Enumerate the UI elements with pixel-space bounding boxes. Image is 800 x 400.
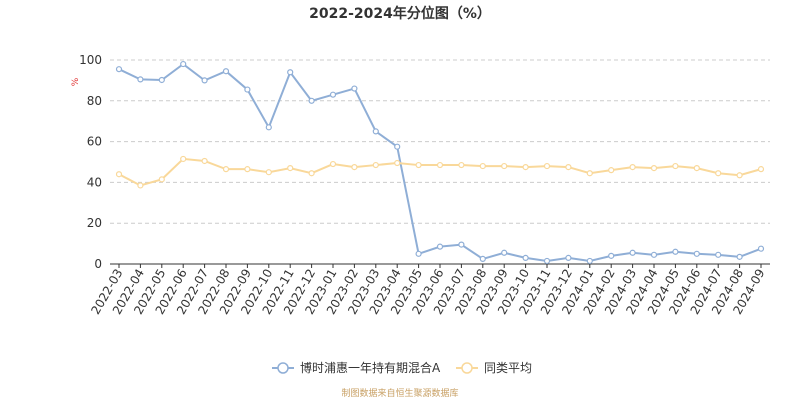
series-0-point-2022-11: [287, 69, 294, 76]
series-1-point-2024-01: [586, 170, 593, 177]
legend-item-1[interactable]: 同类平均: [456, 361, 532, 375]
series-0-point-2024-03: [629, 249, 636, 256]
series-1-point-2022-06: [180, 155, 187, 163]
series-0-point-2023-11: [543, 257, 551, 265]
series-1-point-2022-12: [308, 170, 315, 177]
chart-title: 2022-2024年分位图（%）: [309, 5, 491, 22]
series-1-point-2024-05: [672, 162, 679, 170]
series-1-point-2024-06: [693, 165, 700, 172]
series-1-point-2022-04: [137, 182, 144, 189]
series-1-point-2023-06: [436, 161, 444, 169]
series-0-point-2022-08: [222, 68, 230, 75]
series-1-point-2022-09: [244, 166, 251, 173]
series-1-point-2023-04: [394, 159, 401, 167]
series-0-point-2024-09: [757, 245, 765, 252]
series-1-point-2023-03: [372, 161, 379, 169]
data-source-note: 制图数据来自恒生聚源数据库: [341, 387, 458, 399]
series-0-point-2024-05: [672, 248, 679, 255]
series-1-point-2023-12: [565, 164, 572, 171]
series-0-point-2023-02: [351, 85, 358, 92]
series-0-point-2024-04: [650, 251, 658, 258]
series-1-point-2024-07: [715, 170, 722, 177]
series-0-point-2023-01: [329, 91, 337, 98]
series-1-point-2024-04: [650, 165, 658, 172]
y-tick-label-20: 20: [87, 216, 102, 230]
series-0-point-2022-03: [115, 66, 123, 73]
y-tick-label-100: 100: [79, 53, 102, 67]
y-unit-label: %: [71, 77, 81, 86]
series-0-point-2022-10: [265, 124, 272, 131]
series-1-point-2023-08: [479, 162, 486, 170]
y-tick-label-0: 0: [94, 257, 102, 271]
series-0-point-2023-08: [479, 255, 486, 262]
legend-item-0[interactable]: 博时浦惠一年持有期混合A: [272, 360, 441, 375]
series-0-point-2023-04: [394, 143, 401, 150]
series-0-point-2023-03: [372, 128, 379, 135]
series-1-point-2022-05: [158, 176, 165, 183]
series-0-point-2024-01: [586, 257, 593, 265]
series-1-point-2024-09: [757, 166, 765, 173]
series-0-point-2024-07: [715, 251, 722, 258]
series-0: [115, 60, 765, 265]
series-0-point-2024-06: [693, 250, 700, 257]
series-1-point-2022-03: [115, 171, 123, 178]
series-1-point-2023-01: [329, 160, 337, 168]
axes: 0204060801002022-032022-042022-052022-06…: [79, 53, 770, 317]
series-0-point-2022-12: [308, 97, 315, 104]
series-0-point-2024-02: [608, 252, 615, 259]
y-tick-label-40: 40: [87, 175, 102, 189]
series-0-point-2023-06: [436, 243, 444, 250]
series-0-point-2023-07: [458, 241, 465, 248]
y-tick-label-80: 80: [87, 94, 102, 108]
series-1-point-2023-09: [501, 162, 508, 170]
legend-label-1: 同类平均: [484, 361, 532, 375]
series-0-point-2023-12: [565, 254, 572, 261]
series-1-point-2022-11: [287, 165, 294, 172]
series-1-point-2022-08: [222, 166, 230, 173]
legend-label-0: 博时浦惠一年持有期混合A: [300, 360, 441, 375]
series-0-point-2023-09: [501, 249, 508, 256]
legend[interactable]: 博时浦惠一年持有期混合A 同类平均: [272, 360, 532, 375]
series-0-point-2022-04: [137, 76, 144, 83]
series-1-point-2022-07: [201, 157, 208, 165]
series-0-point-2023-10: [522, 254, 529, 261]
series-1-point-2023-02: [351, 164, 358, 171]
series-0-point-2024-08: [736, 253, 743, 260]
series-1-point-2024-03: [629, 164, 636, 171]
series-1-point-2022-10: [265, 169, 272, 176]
y-tick-label-60: 60: [87, 135, 102, 149]
series-1-point-2023-11: [543, 162, 551, 170]
series-0-point-2023-05: [415, 250, 422, 257]
series-1-point-2023-07: [458, 161, 465, 169]
legend-swatch-marker-1: [461, 362, 473, 374]
series-1-point-2023-05: [415, 161, 422, 169]
series-0-point-2022-05: [158, 76, 165, 84]
series-1-point-2023-10: [522, 164, 529, 171]
series-0-point-2022-09: [244, 86, 251, 93]
series-0-point-2022-07: [201, 77, 208, 84]
legend-swatch-marker-0: [277, 362, 289, 374]
series-1-point-2024-02: [608, 167, 615, 174]
grid: [110, 59, 770, 224]
series-1: [115, 155, 765, 189]
series-1-point-2024-08: [736, 172, 743, 179]
series-lines: [115, 60, 765, 265]
series-0-point-2022-06: [180, 60, 187, 68]
